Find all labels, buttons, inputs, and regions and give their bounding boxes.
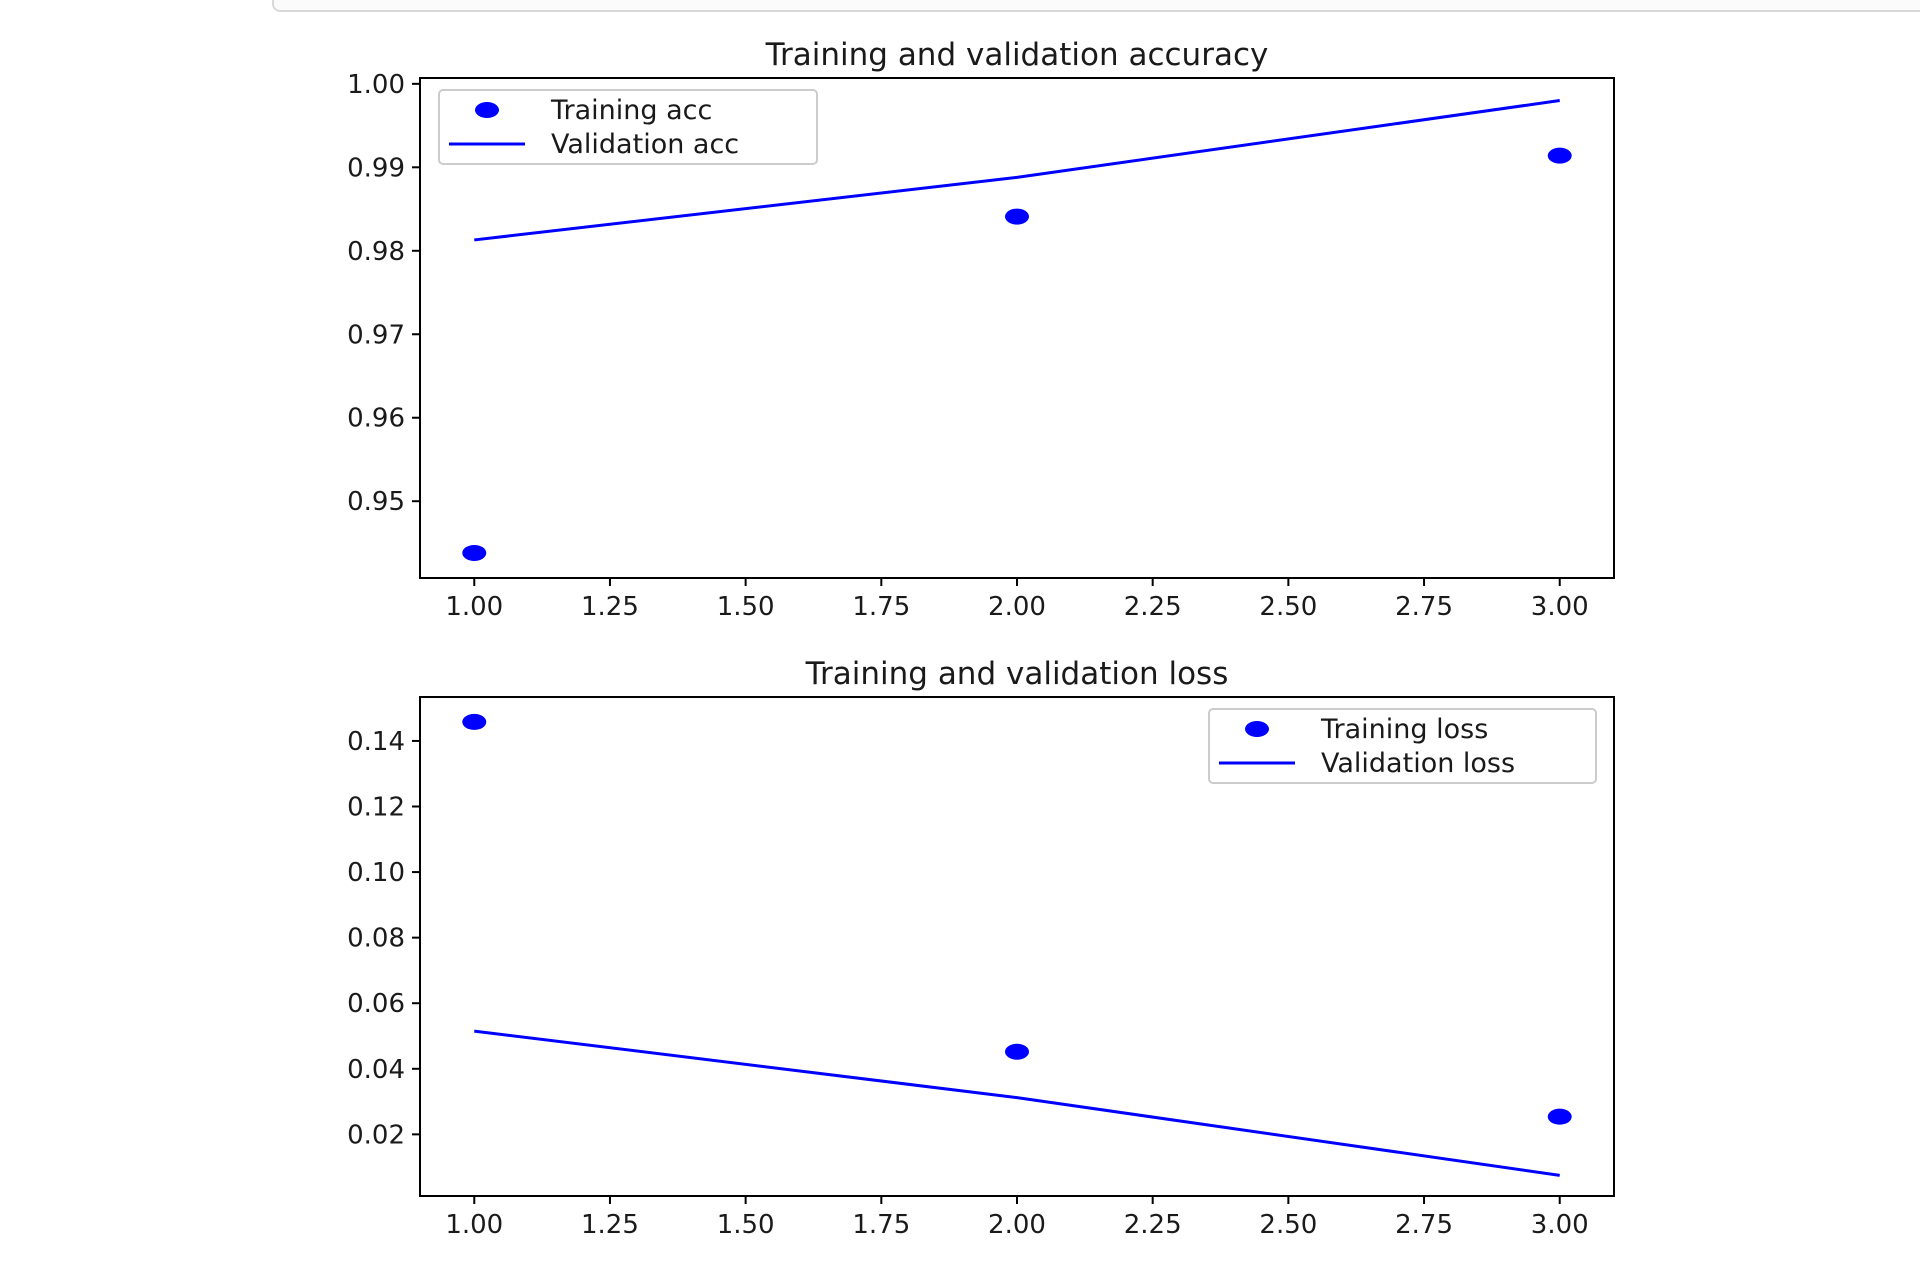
chart-title: Training and validation loss: [805, 656, 1229, 692]
data-point-training-loss: [1005, 1043, 1029, 1060]
y-tick-label: 0.02: [347, 1120, 405, 1150]
legend-dot-marker: [1245, 721, 1269, 737]
x-tick-label: 2.25: [1124, 592, 1182, 622]
y-tick-label: 0.95: [347, 487, 405, 517]
legend-label: Validation loss: [1321, 748, 1515, 779]
y-tick-label: 0.04: [347, 1055, 405, 1085]
x-tick-label: 2.00: [988, 592, 1046, 622]
x-tick-label: 3.00: [1531, 1210, 1589, 1240]
x-tick-label: 2.75: [1395, 592, 1453, 622]
x-tick-label: 1.00: [445, 1210, 503, 1240]
y-tick-label: 0.06: [347, 989, 405, 1019]
x-tick-label: 2.25: [1124, 1210, 1182, 1240]
data-point-training-acc: [1005, 208, 1029, 225]
series-line-validation-loss: [474, 1029, 1560, 1177]
x-tick-label: 2.00: [988, 1210, 1046, 1240]
legend-box: [438, 89, 818, 165]
chart-title: Training and validation accuracy: [765, 37, 1269, 73]
y-tick-label: 0.97: [347, 320, 405, 350]
legend-label: Training acc: [550, 95, 712, 126]
x-tick-label: 1.75: [852, 592, 910, 622]
series-line-validation-acc: [474, 99, 1560, 242]
x-tick-label: 2.50: [1259, 1210, 1317, 1240]
x-tick-label: 1.25: [581, 1210, 639, 1240]
x-tick-label: 1.75: [852, 1210, 910, 1240]
y-tick-label: 1.00: [347, 70, 405, 100]
legend-dot-marker: [475, 102, 499, 118]
y-tick-label: 0.08: [347, 924, 405, 954]
legend-box: [1208, 708, 1597, 784]
data-point-training-acc: [462, 544, 487, 561]
x-tick-label: 1.00: [445, 592, 503, 622]
y-tick-label: 0.96: [347, 404, 405, 434]
y-tick-label: 0.98: [347, 237, 405, 267]
notebook-cell-border: [272, 0, 1920, 12]
accuracy-plot: Training and validation accuracy 1.00 1.25…: [347, 37, 1615, 622]
y-tick-label: 0.99: [347, 153, 405, 183]
y-tick-label: 0.10: [347, 858, 405, 888]
data-point-training-loss: [462, 713, 487, 730]
x-tick-label: 2.50: [1259, 592, 1317, 622]
data-point-training-loss: [1547, 1108, 1572, 1125]
legend-label: Training loss: [1320, 714, 1488, 745]
x-tick-label: 2.75: [1395, 1210, 1453, 1240]
x-tick-label: 1.50: [717, 1210, 775, 1240]
legend-label: Validation acc: [551, 129, 739, 160]
y-tick-label: 0.12: [347, 793, 405, 823]
y-tick-label: 0.14: [347, 727, 405, 757]
x-tick-label: 3.00: [1531, 592, 1589, 622]
loss-plot: Training and validation loss 1.00 1.25 1.50…: [347, 656, 1615, 1240]
x-tick-label: 1.50: [717, 592, 775, 622]
data-point-training-acc: [1547, 147, 1572, 164]
x-tick-label: 1.25: [581, 592, 639, 622]
